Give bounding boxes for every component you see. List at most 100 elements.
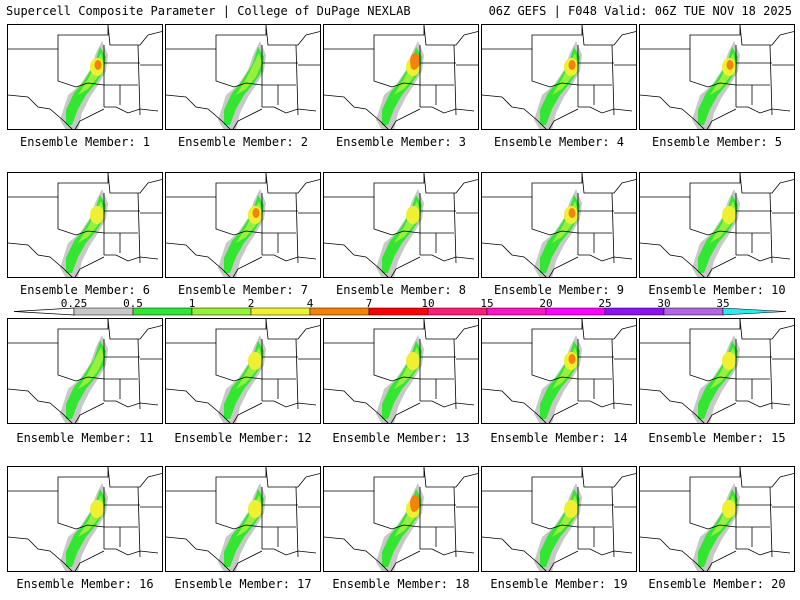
scp-contours [218, 41, 266, 129]
scp-contours [692, 189, 740, 277]
state-borders [8, 467, 162, 571]
ensemble-member-label: Ensemble Member: 6 [19, 283, 151, 297]
ensemble-member-map [639, 172, 795, 278]
legend-swatch [545, 307, 606, 316]
ensemble-member-map [7, 466, 163, 572]
scp-contours [60, 335, 108, 423]
ensemble-member-map [639, 318, 795, 424]
ensemble-member-label: Ensemble Member: 11 [16, 431, 154, 445]
map-title: Supercell Composite Parameter | College … [6, 4, 411, 18]
ensemble-member-label: Ensemble Member: 18 [332, 577, 470, 591]
legend-swatch [663, 307, 724, 316]
ensemble-member-label: Ensemble Member: 17 [174, 577, 312, 591]
ensemble-member-label: Ensemble Member: 16 [16, 577, 154, 591]
state-borders [640, 25, 794, 129]
ensemble-member-map [7, 24, 163, 130]
scp-contours [376, 189, 424, 277]
ensemble-member-label: Ensemble Member: 13 [332, 431, 470, 445]
ensemble-member-label: Ensemble Member: 1 [19, 135, 151, 149]
ensemble-member-map [165, 172, 321, 278]
legend-swatch [486, 307, 547, 316]
ensemble-member-map [481, 172, 637, 278]
ensemble-member-label: Ensemble Member: 10 [648, 283, 786, 297]
state-borders [324, 467, 478, 571]
scp-contours [60, 483, 108, 571]
state-borders [482, 467, 636, 571]
legend-swatch [309, 307, 370, 316]
scp-contours [60, 41, 108, 129]
ensemble-member-map [323, 172, 479, 278]
legend-tick-label: 35 [716, 297, 730, 310]
ensemble-member-label: Ensemble Member: 20 [648, 577, 786, 591]
ensemble-member-map [165, 466, 321, 572]
scp-contours [376, 483, 424, 571]
scp-contours [218, 483, 266, 571]
scp-contours [376, 335, 424, 423]
state-borders [166, 467, 320, 571]
legend-swatch [604, 307, 665, 316]
legend-tick-label: 30 [657, 297, 671, 310]
legend-swatch [191, 307, 252, 316]
state-borders [482, 319, 636, 423]
legend-tick-label: 1 [188, 297, 196, 310]
ensemble-member-map [7, 318, 163, 424]
legend-swatch [368, 307, 429, 316]
state-borders [482, 173, 636, 277]
state-borders [640, 467, 794, 571]
legend-swatch [250, 307, 311, 316]
ensemble-member-map [639, 24, 795, 130]
ensemble-member-label: Ensemble Member: 2 [177, 135, 309, 149]
ensemble-member-label: Ensemble Member: 9 [493, 283, 625, 297]
state-borders [640, 173, 794, 277]
state-borders [324, 25, 478, 129]
scp-contours [534, 335, 582, 423]
state-borders [166, 319, 320, 423]
scp-contours [692, 335, 740, 423]
legend-arrow-right [722, 307, 787, 316]
legend-tick-label: 25 [598, 297, 612, 310]
ensemble-member-label: Ensemble Member: 7 [177, 283, 309, 297]
ensemble-member-label: Ensemble Member: 5 [651, 135, 783, 149]
ensemble-member-map [481, 466, 637, 572]
scp-contours [534, 483, 582, 571]
legend-tick-label: 0.25 [60, 297, 88, 310]
ensemble-member-label: Ensemble Member: 19 [490, 577, 628, 591]
ensemble-member-map [481, 24, 637, 130]
scp-contours [692, 483, 740, 571]
legend-tick-label: 4 [306, 297, 314, 310]
legend-swatch [427, 307, 488, 316]
color-scale-legend [13, 307, 787, 316]
ensemble-member-label: Ensemble Member: 3 [335, 135, 467, 149]
ensemble-member-label: Ensemble Member: 12 [174, 431, 312, 445]
ensemble-member-label: Ensemble Member: 4 [493, 135, 625, 149]
legend-tick-label: 10 [421, 297, 435, 310]
state-borders [324, 173, 478, 277]
ensemble-member-map [481, 318, 637, 424]
legend-tick-label: 20 [539, 297, 553, 310]
state-borders [324, 319, 478, 423]
legend-tick-label: 2 [247, 297, 255, 310]
state-borders [166, 25, 320, 129]
state-borders [166, 173, 320, 277]
scp-contours [534, 41, 582, 129]
ensemble-member-map [639, 466, 795, 572]
legend-tick-label: 7 [365, 297, 373, 310]
state-borders [8, 173, 162, 277]
valid-time-label: 06Z GEFS | F048 Valid: 06Z TUE NOV 18 20… [488, 4, 792, 18]
ensemble-member-map [323, 318, 479, 424]
scp-contours [218, 189, 266, 277]
scp-contours [60, 189, 108, 277]
legend-tick-label: 15 [480, 297, 494, 310]
state-borders [640, 319, 794, 423]
state-borders [8, 319, 162, 423]
ensemble-member-map [323, 466, 479, 572]
ensemble-member-label: Ensemble Member: 8 [335, 283, 467, 297]
state-borders [482, 25, 636, 129]
ensemble-member-label: Ensemble Member: 14 [490, 431, 628, 445]
scp-contours [376, 41, 424, 129]
ensemble-member-map [165, 24, 321, 130]
scp-contours [692, 41, 740, 129]
ensemble-member-map [7, 172, 163, 278]
ensemble-member-map [323, 24, 479, 130]
scp-contours [218, 335, 266, 423]
